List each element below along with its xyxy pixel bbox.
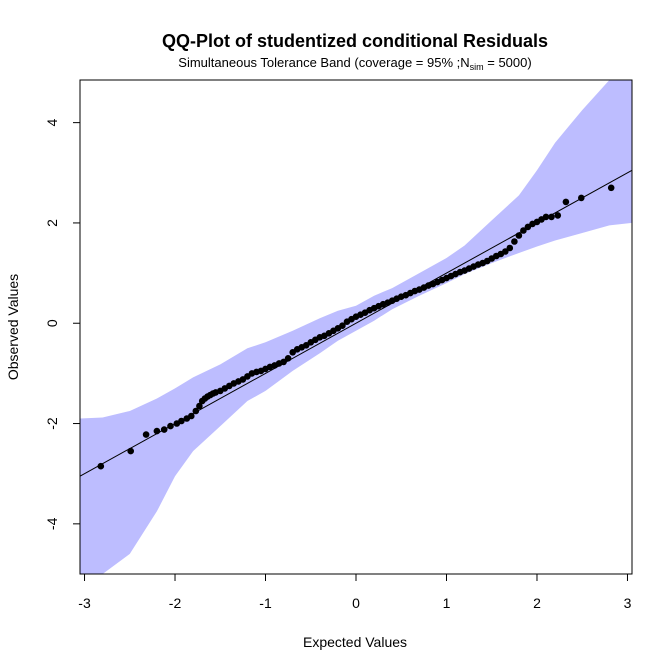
data-point xyxy=(167,422,174,430)
x-tick-label: -1 xyxy=(259,595,272,611)
x-axis: -3 -2 -1 0 1 2 3 xyxy=(78,573,632,611)
plot-area xyxy=(79,79,633,575)
data-point xyxy=(160,426,168,433)
data-point xyxy=(506,244,514,252)
chart-title: QQ-Plot of studentized conditional Resid… xyxy=(162,31,548,51)
y-tick-label: -2 xyxy=(44,417,60,430)
data-point xyxy=(280,358,287,366)
data-point xyxy=(607,184,615,192)
y-tick-label: 4 xyxy=(44,119,60,127)
data-point xyxy=(188,412,195,420)
subtitle-prefix: Simultaneous Tolerance Band (coverage = … xyxy=(178,55,469,70)
data-point xyxy=(153,427,161,435)
data-point xyxy=(554,212,562,219)
x-tick-label: 1 xyxy=(443,595,451,611)
x-tick-label: 3 xyxy=(624,595,632,611)
data-point xyxy=(142,431,150,438)
x-tick-label: -2 xyxy=(169,595,182,611)
y-axis-label: Observed Values xyxy=(5,274,21,380)
data-point xyxy=(339,322,346,330)
y-tick-label: 2 xyxy=(44,219,60,227)
data-point xyxy=(548,213,555,221)
data-point xyxy=(284,355,292,362)
data-point xyxy=(562,198,570,206)
data-point xyxy=(196,402,203,410)
y-axis: -4 -2 0 2 4 xyxy=(44,119,81,530)
data-points xyxy=(97,184,615,470)
data-point xyxy=(127,447,134,455)
data-point xyxy=(178,417,185,425)
y-tick-label: 0 xyxy=(44,319,60,327)
chart-subtitle: Simultaneous Tolerance Band (coverage = … xyxy=(178,55,531,72)
x-tick-label: 2 xyxy=(533,595,541,611)
x-tick-label: -3 xyxy=(78,595,91,611)
data-point xyxy=(578,194,585,202)
data-point xyxy=(520,227,527,234)
subtitle-suffix: = 5000) xyxy=(484,55,532,70)
subtitle-subscript: sim xyxy=(470,62,484,72)
data-point xyxy=(97,462,105,470)
data-point xyxy=(515,232,523,239)
data-point xyxy=(542,213,550,221)
tolerance-band xyxy=(80,80,632,574)
data-point xyxy=(511,238,518,245)
x-tick-label: 0 xyxy=(352,595,360,611)
x-axis-label: Expected Values xyxy=(303,634,407,650)
y-tick-label: -4 xyxy=(44,517,60,530)
data-point xyxy=(192,407,200,415)
data-point xyxy=(502,248,509,255)
